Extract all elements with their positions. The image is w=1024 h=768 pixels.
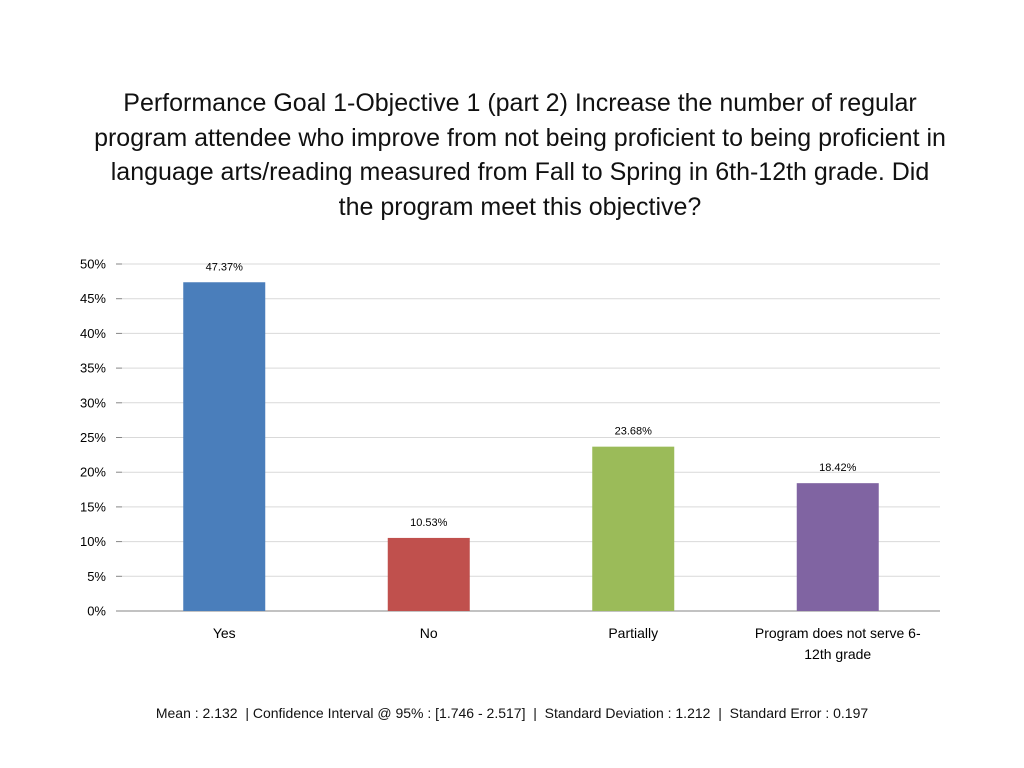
y-tick-label: 35% — [80, 361, 106, 376]
y-tick-label: 50% — [80, 257, 106, 272]
bar — [183, 282, 266, 611]
data-label: 47.37% — [206, 261, 244, 273]
x-axis: Yes No Partially Program does not serve 6- 1… — [213, 625, 921, 662]
data-label: 18.42% — [819, 462, 857, 474]
y-tick-label: 20% — [80, 465, 106, 480]
x-category-label: Yes — [213, 625, 236, 641]
bar — [796, 483, 879, 611]
y-tick-label: 40% — [80, 326, 106, 341]
y-tick-label: 5% — [87, 569, 106, 584]
x-category-label: 12th grade — [804, 646, 871, 662]
x-category-label: Program does not serve 6- — [755, 625, 921, 641]
y-tick-label: 10% — [80, 534, 106, 549]
y-tick-label: 0% — [87, 604, 106, 619]
x-category-label: Partially — [608, 625, 658, 641]
y-tick-label: 45% — [80, 291, 106, 306]
bars — [183, 282, 879, 611]
statistics-summary: Mean : 2.132 | Confidence Interval @ 95%… — [155, 705, 869, 721]
chart-title: Performance Goal 1-Objective 1 (part 2) … — [94, 89, 946, 221]
bar — [592, 446, 675, 611]
bar — [387, 537, 470, 611]
data-label: 10.53% — [410, 517, 448, 529]
y-tick-label: 15% — [80, 499, 106, 514]
data-labels: 47.37% 10.53% 23.68% 18.42% — [206, 261, 857, 529]
y-tick-label: 30% — [80, 395, 106, 410]
y-tick-label: 25% — [80, 430, 106, 445]
data-label: 23.68% — [615, 426, 653, 438]
x-category-label: No — [420, 625, 438, 641]
